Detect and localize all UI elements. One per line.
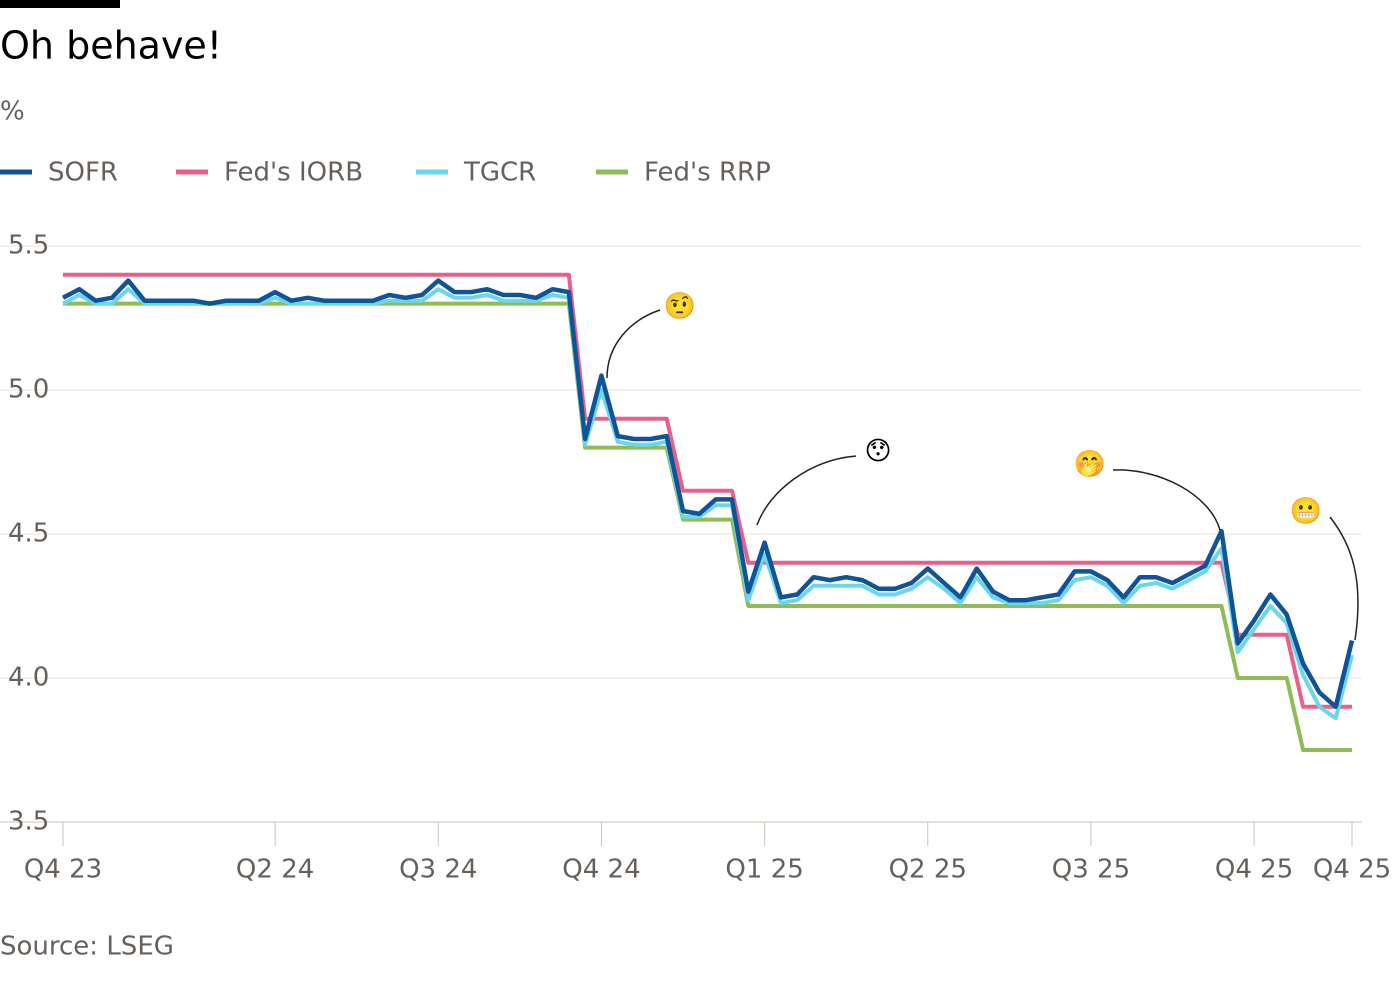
annotation: 😯 <box>864 437 891 467</box>
x-tick-label: Q4 25 <box>1215 855 1293 885</box>
series-line <box>61 278 1355 710</box>
series-line <box>63 272 1352 709</box>
legend-label: Fed's IORB <box>224 158 363 188</box>
source: Source: LSEG <box>0 932 174 962</box>
annotation: 🤭 <box>1074 450 1106 480</box>
annotation-arrow <box>606 309 661 379</box>
chart-subtitle: % <box>0 97 25 127</box>
chart-title: Oh behave! <box>0 24 222 68</box>
legend: SOFR Fed's IORB TGCR Fed's RRP <box>0 158 771 188</box>
annotation: 🤨 <box>664 292 696 322</box>
x-tick-label: Q1 25 <box>725 855 803 885</box>
annotation-arrow <box>756 455 857 526</box>
x-tick-label: Q2 24 <box>236 855 314 885</box>
legend-label: TGCR <box>463 158 536 188</box>
y-tick-label: 4.0 <box>8 663 49 693</box>
x-tick-label: Q3 25 <box>1052 855 1130 885</box>
annotation-arrow <box>1329 516 1359 641</box>
x-tick-label: Q2 25 <box>889 855 967 885</box>
x-tick-label: Q4 23 <box>24 855 102 885</box>
x-tick-label: Q4 25 <box>1313 855 1391 885</box>
y-tick-label: 5.0 <box>8 375 49 405</box>
legend-label: Fed's RRP <box>644 158 771 188</box>
x-tick-label: Q3 24 <box>399 855 477 885</box>
annotation-arrow <box>1112 469 1221 531</box>
legend-label: SOFR <box>48 158 118 188</box>
y-tick-label: 4.5 <box>8 519 49 549</box>
series-line <box>63 301 1352 752</box>
brand-bar <box>0 0 120 8</box>
y-tick-label: 3.5 <box>8 807 49 837</box>
annotation: 😬 <box>1290 497 1322 527</box>
series-line <box>62 287 1354 721</box>
x-tick-label: Q4 24 <box>562 855 640 885</box>
y-tick-label: 5.5 <box>8 231 49 261</box>
